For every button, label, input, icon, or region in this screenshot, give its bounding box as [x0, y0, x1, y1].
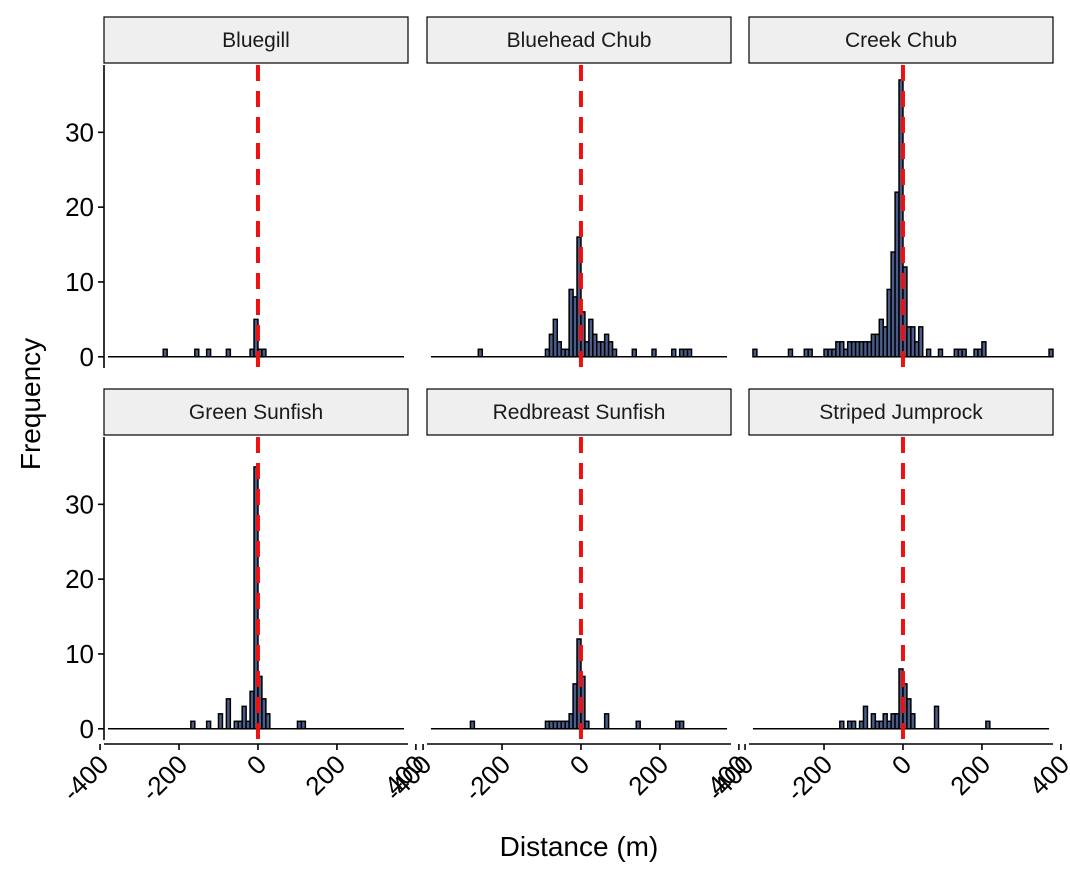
- histogram-bar: [261, 348, 267, 358]
- histogram-bar: [839, 720, 845, 730]
- y-axis-title: Frequency: [15, 338, 46, 470]
- histogram-bar: [552, 318, 559, 358]
- x-tick-label: 0: [564, 749, 595, 780]
- histogram-bar: [194, 348, 200, 358]
- x-tick-label: -200: [135, 749, 193, 807]
- y-tick-label: 20: [65, 192, 94, 222]
- strip-redbreast-sunfish: [426, 388, 732, 436]
- y-tick-label: 10: [65, 267, 94, 297]
- histogram-bar: [651, 348, 657, 358]
- histogram-bar: [225, 698, 232, 730]
- strip-label: Green Sunfish: [189, 401, 323, 424]
- histogram-bar: [985, 720, 991, 730]
- strip-label: Bluegill: [222, 29, 290, 52]
- histogram-bar: [862, 705, 869, 730]
- y-tick-label: 30: [65, 489, 94, 519]
- x-tick-label: 200: [622, 749, 674, 801]
- x-tick-label: 0: [241, 749, 272, 780]
- histogram-bar: [217, 713, 224, 730]
- histogram-bar: [584, 720, 590, 730]
- x-tick-label: -400: [56, 749, 114, 807]
- histogram-bar: [205, 348, 212, 358]
- strip-label: Bluehead Chub: [507, 29, 652, 52]
- histogram-bar: [469, 720, 476, 730]
- x-tick-label: 0: [886, 749, 917, 780]
- panel-bluegill: Bluegill 0 10 20 30: [65, 16, 409, 372]
- panel-bluehead-chub: Bluehead Chub: [426, 16, 732, 368]
- histogram-bar: [686, 348, 693, 358]
- histogram-bar: [631, 348, 637, 358]
- y-tick-label: 0: [80, 342, 94, 372]
- x-axis-title: Distance (m): [500, 831, 659, 862]
- strip-label: Striped Jumprock: [819, 401, 983, 424]
- histogram-bar: [678, 720, 685, 730]
- histogram-bar: [981, 341, 987, 358]
- histogram-bar: [225, 348, 232, 358]
- x-tick-label: 400: [1023, 749, 1070, 801]
- x-tick-label: 200: [944, 749, 996, 801]
- x-tick-label: -200: [458, 749, 516, 807]
- panel-striped-jumprock: Striped Jumprock -400 -200 0 200 400: [701, 388, 1070, 807]
- x-tick-label: -400: [379, 749, 437, 807]
- histogram-bar: [752, 348, 758, 358]
- x-tick-label: -200: [780, 749, 838, 807]
- histogram-bar: [937, 348, 944, 358]
- histogram-bar: [241, 705, 247, 730]
- histogram-bar: [190, 720, 196, 730]
- strip-green-sunfish: [103, 388, 409, 436]
- histogram-bar: [265, 713, 271, 730]
- histogram-bar: [671, 348, 677, 358]
- histogram-bar: [300, 720, 307, 730]
- y-tick-label: 20: [65, 564, 94, 594]
- histogram-bar: [850, 720, 857, 730]
- histogram-bar: [910, 713, 916, 730]
- histogram-bar: [635, 720, 641, 730]
- histogram-bar: [787, 348, 794, 358]
- histogram-bar: [162, 348, 168, 358]
- strip-label: Creek Chub: [845, 29, 957, 52]
- y-tick-label: 10: [65, 639, 94, 669]
- x-tick-label: -400: [701, 749, 759, 807]
- strip-bluegill: [103, 16, 409, 64]
- histogram-bar: [961, 348, 967, 358]
- y-tick-label: 0: [80, 714, 94, 744]
- y-tick-label: 30: [65, 117, 94, 147]
- panel-creek-chub: Creek Chub: [748, 16, 1054, 368]
- histogram-bar: [477, 348, 484, 358]
- strip-striped-jumprock: [748, 388, 1054, 436]
- panel-redbreast-sunfish: Redbreast Sunfish-400 -200 0 200 400: [379, 388, 753, 807]
- x-tick-label: 200: [299, 749, 351, 801]
- strip-label: Redbreast Sunfish: [493, 401, 666, 424]
- histogram-bar: [205, 720, 212, 730]
- histogram-bar: [1048, 348, 1054, 358]
- strip-creek-chub: [748, 16, 1054, 64]
- histogram-bar: [611, 348, 618, 358]
- histogram-bar: [918, 326, 924, 358]
- histogram-bar: [807, 348, 813, 358]
- facet-panels: Bluegill 0 10 20 30 Bluehead Chub Creek Chub Gr…: [56, 16, 1070, 807]
- histogram-bar: [933, 705, 940, 730]
- strip-bluehead-chub: [426, 16, 732, 64]
- histogram-bar: [603, 713, 610, 730]
- histogram-bar: [925, 348, 932, 358]
